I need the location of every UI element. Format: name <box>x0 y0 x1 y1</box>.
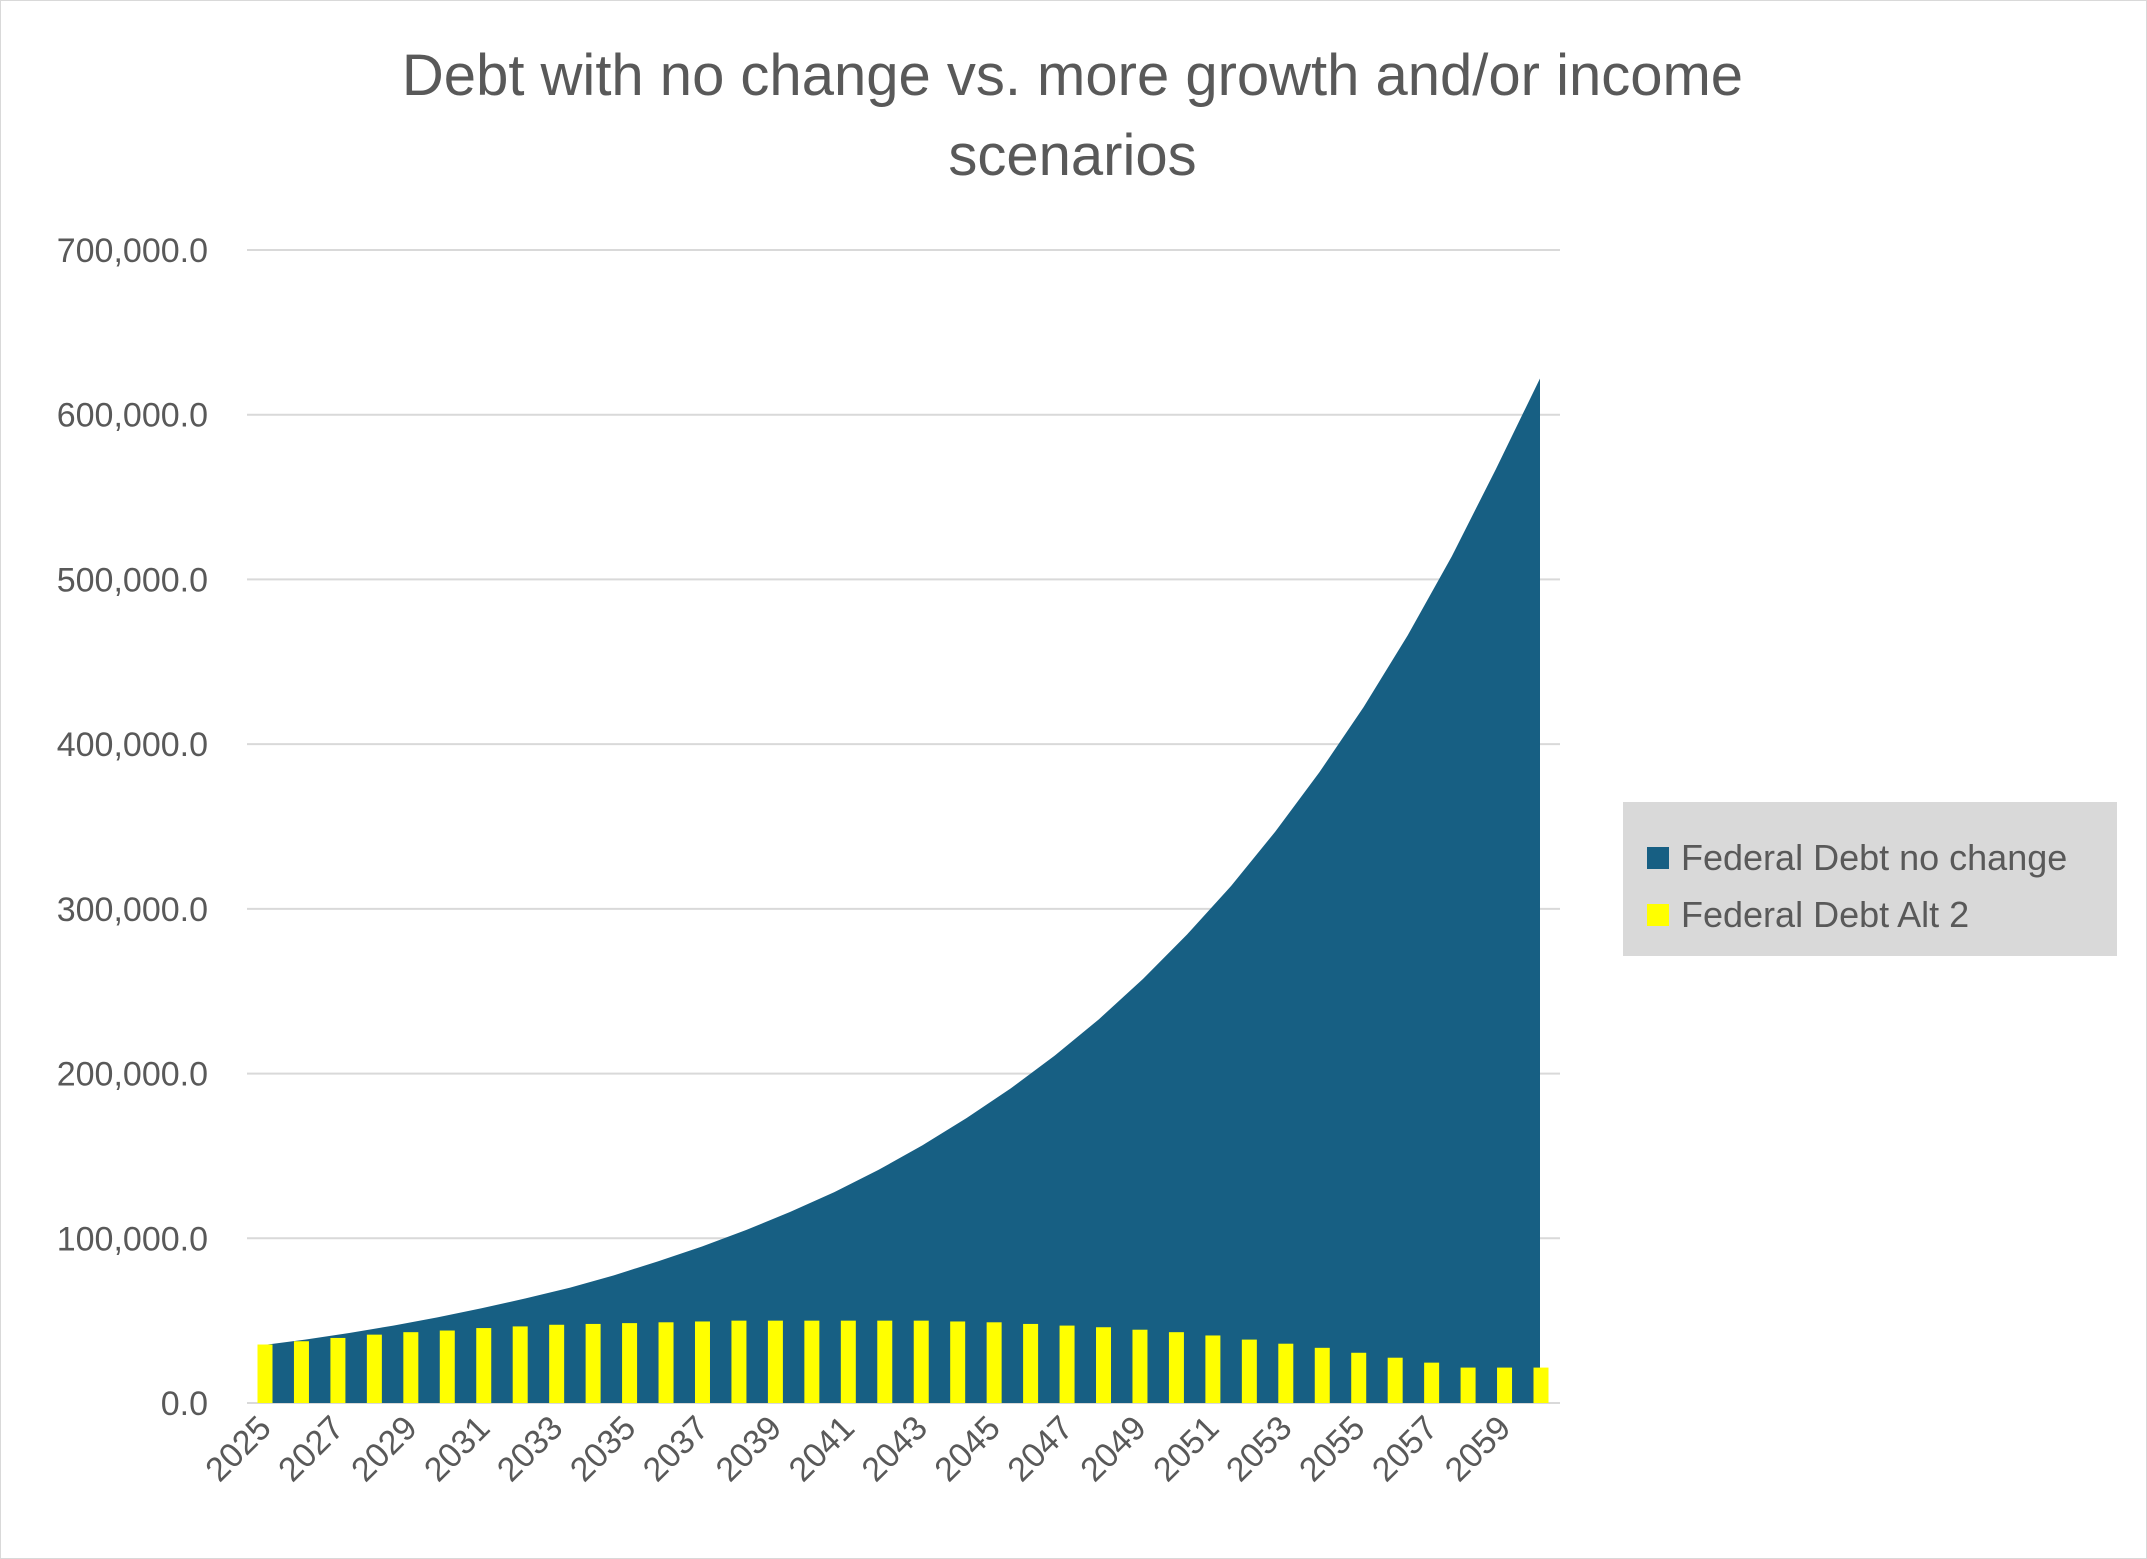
chart-title: Debt with no change vs. more growth and/… <box>401 43 1744 188</box>
y-axis-ticks: 0.0 100,000.0 200,000.0 300,000.0 400,000.0 5… <box>57 232 208 1423</box>
bar-federal-debt-alt-2 <box>731 1320 747 1403</box>
bar-federal-debt-alt-2 <box>950 1321 966 1403</box>
x-tick-label: 2045 <box>927 1409 1007 1489</box>
x-tick-label: 2043 <box>855 1409 935 1489</box>
y-tick-label: 0.0 <box>161 1385 208 1423</box>
legend-item-alt-2: Federal Debt Alt 2 <box>1647 894 1970 935</box>
bar-federal-debt-alt-2 <box>1023 1323 1039 1403</box>
bar-federal-debt-alt-2 <box>439 1330 455 1403</box>
x-tick-label: 2035 <box>563 1409 643 1489</box>
bar-federal-debt-alt-2 <box>366 1334 382 1403</box>
bar-federal-debt-alt-2 <box>585 1323 601 1403</box>
x-tick-label: 2025 <box>198 1409 278 1489</box>
bar-federal-debt-alt-2 <box>877 1320 893 1403</box>
bar-series-layer <box>257 1320 1549 1403</box>
x-tick-label: 2039 <box>709 1409 789 1489</box>
bar-federal-debt-alt-2 <box>1059 1325 1075 1403</box>
bar-federal-debt-alt-2 <box>767 1320 783 1403</box>
x-tick-label: 2047 <box>1000 1409 1080 1489</box>
legend-label-no-change: Federal Debt no change <box>1681 837 2068 878</box>
x-tick-label: 2049 <box>1073 1409 1153 1489</box>
y-tick-label: 100,000.0 <box>57 1220 208 1258</box>
bar-federal-debt-alt-2 <box>1460 1367 1476 1403</box>
legend-swatch-alt-2 <box>1647 904 1669 926</box>
bar-federal-debt-alt-2 <box>549 1324 565 1403</box>
bar-federal-debt-alt-2 <box>476 1328 492 1403</box>
x-tick-label: 2033 <box>490 1409 570 1489</box>
y-tick-label: 600,000.0 <box>57 397 208 435</box>
area-federal-debt-no-change <box>261 378 1540 1403</box>
y-tick-label: 300,000.0 <box>57 891 208 929</box>
bar-federal-debt-alt-2 <box>622 1323 638 1403</box>
x-tick-label: 2057 <box>1365 1409 1445 1489</box>
legend: Federal Debt no change Federal Debt Alt … <box>1623 802 2117 956</box>
x-tick-label: 2027 <box>271 1409 351 1489</box>
bar-federal-debt-alt-2 <box>1351 1352 1367 1403</box>
bar-federal-debt-alt-2 <box>293 1341 309 1403</box>
bar-federal-debt-alt-2 <box>257 1344 273 1403</box>
area-series-layer <box>261 378 1540 1403</box>
bar-federal-debt-alt-2 <box>1205 1335 1221 1403</box>
bar-federal-debt-alt-2 <box>1424 1362 1440 1403</box>
y-tick-label: 700,000.0 <box>57 232 208 270</box>
bar-federal-debt-alt-2 <box>403 1332 419 1403</box>
bar-federal-debt-alt-2 <box>1096 1327 1112 1403</box>
y-tick-label: 400,000.0 <box>57 726 208 764</box>
bar-federal-debt-alt-2 <box>986 1322 1002 1403</box>
bar-federal-debt-alt-2 <box>1132 1329 1148 1403</box>
bar-federal-debt-alt-2 <box>1278 1343 1294 1403</box>
bar-federal-debt-alt-2 <box>1241 1339 1257 1403</box>
bar-federal-debt-alt-2 <box>1387 1357 1403 1403</box>
bar-federal-debt-alt-2 <box>330 1337 346 1403</box>
bar-federal-debt-alt-2 <box>694 1321 710 1403</box>
bar-federal-debt-alt-2 <box>658 1322 674 1403</box>
x-tick-label: 2059 <box>1438 1409 1518 1489</box>
x-tick-label: 2029 <box>344 1409 424 1489</box>
bar-federal-debt-alt-2 <box>512 1326 528 1403</box>
y-tick-label: 500,000.0 <box>57 561 208 599</box>
x-tick-label: 2037 <box>636 1409 716 1489</box>
bar-federal-debt-alt-2 <box>1497 1367 1513 1403</box>
x-tick-label: 2041 <box>782 1409 862 1489</box>
bar-federal-debt-alt-2 <box>1314 1347 1330 1403</box>
x-axis-ticks: 2025202720292031203320352037203920412043… <box>198 1409 1518 1489</box>
legend-item-no-change: Federal Debt no change <box>1647 837 2068 878</box>
y-tick-label: 200,000.0 <box>57 1056 208 1094</box>
bar-federal-debt-alt-2 <box>1533 1367 1549 1403</box>
legend-label-alt-2: Federal Debt Alt 2 <box>1681 894 1970 935</box>
bar-federal-debt-alt-2 <box>1168 1332 1184 1403</box>
x-tick-label: 2053 <box>1219 1409 1299 1489</box>
legend-swatch-no-change <box>1647 847 1669 869</box>
bar-federal-debt-alt-2 <box>804 1320 820 1403</box>
x-tick-label: 2055 <box>1292 1409 1372 1489</box>
x-tick-label: 2051 <box>1146 1409 1226 1489</box>
bar-federal-debt-alt-2 <box>913 1320 929 1403</box>
bar-federal-debt-alt-2 <box>840 1320 856 1403</box>
x-tick-label: 2031 <box>417 1409 497 1489</box>
